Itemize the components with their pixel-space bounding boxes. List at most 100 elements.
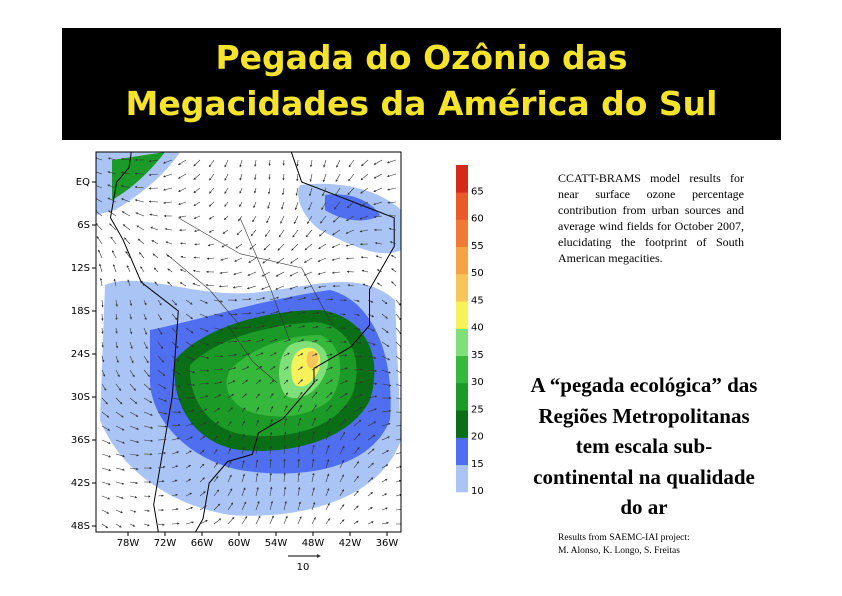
wind-arrow [255,500,260,511]
wind-arrow [334,187,341,197]
wind-arrow [227,407,233,413]
wind-arrow [309,159,313,168]
wind-arrow [101,425,111,431]
wind-arrow [332,215,341,223]
wind-arrow [311,458,315,469]
wind-arrow [297,444,301,455]
wind-arrow [390,254,397,259]
y-tick-label: 6S [77,220,90,231]
wind-arrow [297,486,301,497]
wind-arrow [227,367,237,371]
wind-arrow [311,297,320,301]
wind-arrow [164,227,173,231]
colorbar: 10 15 20 25 30 35 40 45 50 55 60 65 [456,165,484,497]
wind-arrow [129,369,135,378]
colorbar-swatch [456,355,468,384]
wind-arrow [255,432,259,441]
wind-arrow [289,271,299,277]
wind-arrow [304,243,313,251]
headline-line: continental na qualidade [533,464,755,489]
wind-arrow [325,326,332,329]
wind-arrow [290,257,299,264]
title-line: Megacidades da América do Sul [125,84,718,123]
wind-arrow [395,369,401,374]
wind-arrow [171,451,180,455]
wind-arrow [99,263,103,273]
wind-arrow [373,187,383,192]
wind-arrow [236,229,243,236]
wind-arrow [227,516,235,525]
wind-arrow [194,229,201,233]
wind-arrow [120,184,131,189]
colorbar-label: 45 [471,295,484,306]
wind-arrow [213,435,218,441]
wind-arrow [325,379,333,385]
wind-arrow [311,417,316,427]
wind-arrow [353,368,363,371]
wind-arrow [339,445,345,455]
wind-arrow [120,171,131,175]
wind-arrow [185,436,193,441]
wind-arrow [276,257,285,264]
wind-arrow [361,269,369,273]
wind-arrow [353,327,361,331]
wind-arrow [101,495,111,500]
wind-arrow [115,299,118,307]
wind-arrow [101,299,104,308]
wind-arrow [101,411,110,418]
wind-arrow [101,509,110,514]
wind-arrow [255,393,260,399]
wind-arrow [297,501,301,511]
y-tick-label: 24S [71,349,90,360]
colorbar-label: 60 [471,214,484,225]
wind-arrow [381,313,388,319]
wind-arrow [334,201,341,210]
wind-arrow [325,444,330,455]
wind-arrow [185,492,193,497]
wind-arrow [129,439,140,443]
wind-arrow [101,467,112,472]
colorbar-swatch [456,274,468,302]
wind-arrow [213,299,223,303]
wind-arrow [179,282,187,287]
wind-arrow [318,229,327,237]
wind-arrow [185,341,195,347]
colorbar-label: 30 [471,377,484,388]
wind-arrow [255,472,259,483]
wind-arrow [171,313,178,321]
colorbar-label: 20 [471,432,484,443]
colorbar-label: 10 [471,486,484,497]
wind-arrow [339,392,348,399]
wind-arrow [241,433,245,441]
wind-arrow [255,486,259,497]
wind-arrow [283,431,287,441]
wind-arrow [213,475,219,483]
wind-arrow [367,369,378,373]
wind-arrow [320,215,327,224]
wind-arrow [96,222,103,231]
wind-arrow [227,421,232,427]
wind-arrow [220,257,229,261]
y-tick-label: 42S [71,478,90,489]
wind-arrow [278,229,285,238]
wind-arrow [227,434,232,441]
wind-arrow [129,383,136,391]
wind-arrow [157,466,166,469]
wind-arrow [305,229,313,238]
wind-arrow [185,521,194,525]
wind-arrow [297,417,302,427]
wind-arrow [209,187,215,194]
wind-arrow [381,355,391,361]
wind-arrow [381,341,390,347]
wind-arrow [143,355,149,364]
title-banner: Pegada do Ozônio das Megacidades da Amér… [62,28,781,140]
wind-arrow [221,243,229,248]
wind-arrow [157,452,167,455]
wind-arrow [177,159,187,166]
wind-arrow [339,354,348,357]
wind-arrow [241,325,252,329]
wind-arrow [171,424,181,427]
wind-arrow [367,327,375,332]
wind-arrow [311,379,318,385]
wind-arrow [307,215,313,225]
